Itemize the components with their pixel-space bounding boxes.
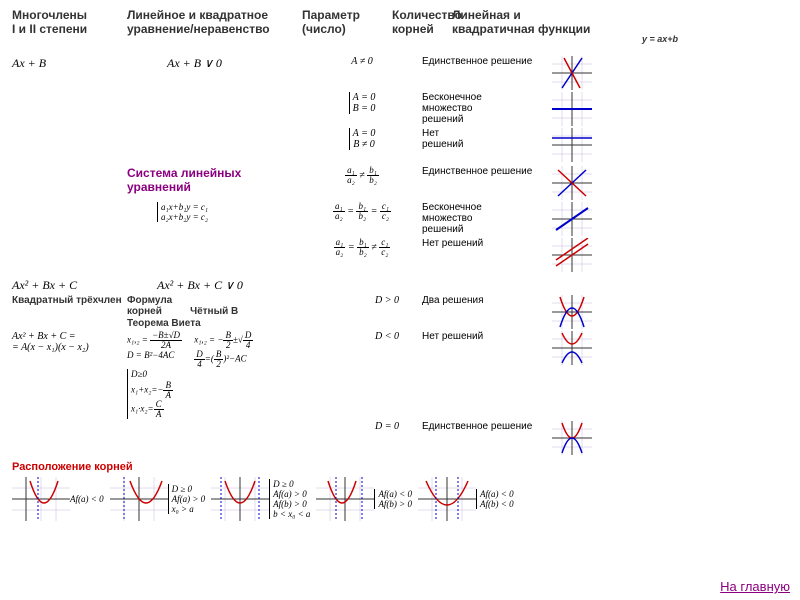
graph-system-none bbox=[552, 238, 592, 272]
graph-linear-unique bbox=[552, 56, 592, 90]
trinomial-label: Квадратный трёхчлен bbox=[12, 295, 127, 306]
main-content: Ax + B Ax + B ∨ 0 A ≠ 0 Единственное реш… bbox=[0, 44, 800, 527]
linear-cond2: A = 0B = 0 bbox=[302, 92, 422, 114]
roots-location-title: Расположение корней bbox=[12, 461, 788, 473]
system-eqs: a₁x+b₁y = c₁a₂x+b₂y = c₂ bbox=[127, 202, 302, 222]
header-functions: Линейная иквадратичная функции y = ax+b bbox=[492, 8, 788, 44]
graph-linear-inf bbox=[552, 92, 592, 126]
linear-root1: Единственное решение bbox=[422, 56, 552, 67]
linear-root2: Бесконечноемножестворешений bbox=[422, 92, 552, 125]
system-cond1: a₁a₂ ≠ b₁b₂ bbox=[302, 166, 422, 185]
graph-quad-one bbox=[552, 421, 592, 455]
graph-linear-none bbox=[552, 128, 592, 162]
quad-factored: Ax² + Bx + C == A(x − x₁)(x − x₂) bbox=[12, 331, 127, 353]
quad-eq: Ax² + Bx + C ∨ 0 bbox=[127, 278, 302, 293]
system-root3: Нет решений bbox=[422, 238, 552, 249]
roots-case-3: D ≥ 0Af(a) > 0Af(b) > 0b < x₀ < a bbox=[211, 477, 310, 521]
quad-r2: Нет решений bbox=[422, 331, 552, 342]
quad-d3: D = 0 bbox=[302, 421, 422, 432]
linear-cond1: A ≠ 0 bbox=[302, 56, 422, 67]
graph-quad-two bbox=[552, 295, 592, 329]
system-title: Система линейных уравнений bbox=[127, 166, 302, 194]
linear-root3: Нетрешений bbox=[422, 128, 552, 150]
linear-poly: Ax + B bbox=[12, 56, 127, 71]
system-cond3: a₁a₂ = b₁b₂ ≠ c₁c₂ bbox=[302, 238, 422, 257]
quad-poly: Ax² + Bx + C bbox=[12, 278, 127, 293]
roots-case-4: Af(a) < 0Af(b) > 0 bbox=[316, 477, 412, 521]
header-row: МногочленыI и II степени Линейное и квад… bbox=[0, 0, 800, 44]
linear-eq: Ax + B ∨ 0 bbox=[127, 56, 302, 71]
system-cond2: a₁a₂ = b₁b₂ = c₁c₂ bbox=[302, 202, 422, 221]
quad-d1: D > 0 bbox=[302, 295, 422, 306]
graph-quad-none bbox=[552, 331, 592, 365]
formula-labels: Формула корней Чётный B Теорема Виета bbox=[127, 295, 302, 329]
roots-case-2: D ≥ 0Af(a) > 0x₀ > a bbox=[110, 477, 206, 521]
quad-d2: D < 0 bbox=[302, 331, 422, 342]
header-parameter: Параметр(число) bbox=[302, 8, 392, 44]
linear-cond3: A = 0B ≠ 0 bbox=[302, 128, 422, 150]
graph-system-unique bbox=[552, 166, 592, 200]
system-root2: Бесконечноемножестворешений bbox=[422, 202, 552, 235]
quad-formulas: x₁,₂ = −B±√D2AD = B²−4AC x₁,₂ = −B2±√D4D… bbox=[127, 331, 302, 419]
system-root1: Единственное решение bbox=[422, 166, 552, 177]
roots-case-5: Af(a) < 0Af(b) < 0 bbox=[418, 477, 514, 521]
quad-r3: Единственное решение bbox=[422, 421, 552, 432]
roots-case-1: Af(a) < 0 bbox=[12, 477, 104, 521]
header-equation: Линейное и квадратноеуравнение/неравенст… bbox=[127, 8, 302, 44]
home-link[interactable]: На главную bbox=[720, 579, 790, 594]
header-polynomials: МногочленыI и II степени bbox=[12, 8, 127, 44]
quad-r1: Два решения bbox=[422, 295, 552, 306]
graph-system-inf bbox=[552, 202, 592, 236]
